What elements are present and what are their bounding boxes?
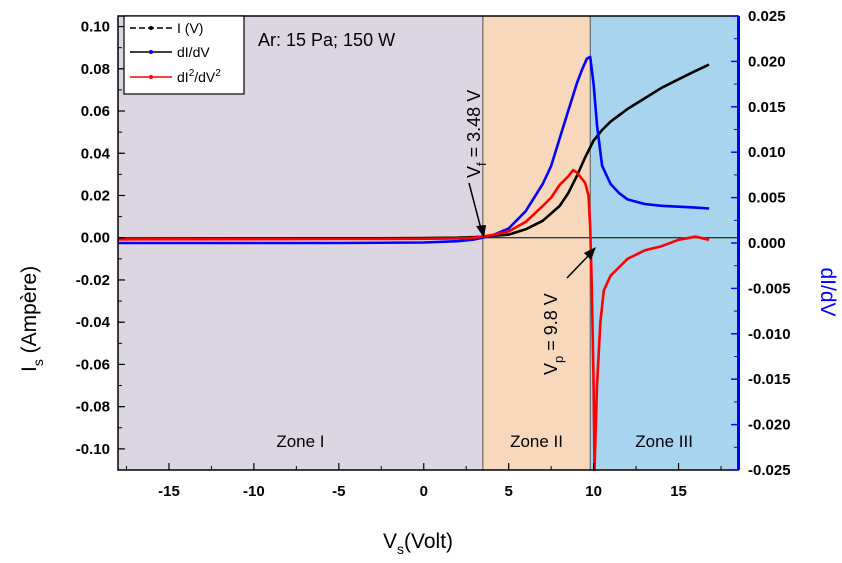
svg-text:Vp = 9.8 V: Vp = 9.8 V bbox=[541, 293, 566, 375]
y2-tick-label: 0.020 bbox=[748, 53, 786, 70]
legend-entry: I (V) bbox=[130, 20, 203, 36]
vp-arrow bbox=[566, 247, 596, 279]
series-line bbox=[117, 168, 710, 472]
x-tick-label: -15 bbox=[158, 483, 180, 500]
legend-entry: dI/dV bbox=[130, 44, 210, 60]
zone-label: Zone II bbox=[510, 432, 563, 451]
legend: I (V) dI/dV dI2/dV2 bbox=[123, 15, 245, 95]
legend-label-d2idv2: dI2/dV2 bbox=[177, 68, 221, 85]
vf-annotation: Vf = 3.48 V bbox=[464, 90, 489, 178]
legend-marker-i bbox=[149, 26, 153, 30]
y2-tick-label: 0.000 bbox=[748, 235, 786, 252]
zone-label: Zone III bbox=[635, 432, 693, 451]
series-line bbox=[118, 55, 710, 245]
legend-marker-d2idv2 bbox=[149, 75, 153, 79]
svg-text:dI/dV: dI/dV bbox=[816, 267, 839, 316]
y-ticks: 0.10 0.08 0.06 0.04 0.02 0.00 -0.02 -0.04 -0.06 -… bbox=[76, 19, 125, 471]
y2-tick-label: -0.015 bbox=[748, 371, 791, 388]
title-annotation: Ar: 15 Pa; 150 W bbox=[258, 30, 395, 50]
y2-tick-label: 0.005 bbox=[748, 190, 786, 207]
y-tick-label: -0.08 bbox=[76, 399, 110, 416]
svg-text:Vf = 3.48 V: Vf = 3.48 V bbox=[464, 90, 489, 178]
y-tick-label: 0.08 bbox=[81, 61, 110, 78]
x-ticks: -15 -10 -5 0 5 10 15 bbox=[125, 463, 722, 500]
legend-entry: dI2/dV2 bbox=[130, 68, 221, 85]
zone-band bbox=[590, 16, 738, 470]
legend-box bbox=[123, 15, 245, 95]
zone-label: Zone I bbox=[276, 432, 324, 451]
y2-ticks: 0.025 0.020 0.015 0.010 0.005 0.000 -0.005 -0.0… bbox=[731, 8, 791, 479]
zone-labels: Zone I Zone II Zone III bbox=[276, 432, 693, 451]
y2-tick-label: -0.010 bbox=[748, 326, 791, 343]
y-tick-label: -0.04 bbox=[76, 314, 111, 331]
series bbox=[117, 55, 710, 472]
y2-tick-label: -0.025 bbox=[748, 462, 791, 479]
vp-annotation: Vp = 9.8 V bbox=[541, 293, 566, 375]
y-tick-label: 0.06 bbox=[81, 103, 110, 120]
vf-arrow bbox=[468, 182, 486, 238]
zone-band bbox=[482, 16, 591, 470]
y2-tick-label: -0.005 bbox=[748, 280, 791, 297]
legend-label-didv: dI/dV bbox=[177, 44, 210, 60]
y-tick-label: 0.04 bbox=[81, 145, 111, 162]
x-axis-title: Vs(Volt) bbox=[383, 530, 453, 557]
y-tick-label: -0.10 bbox=[76, 441, 110, 458]
y2-axis-title: dI/dV bbox=[816, 267, 839, 316]
x-tick-label: -10 bbox=[243, 483, 265, 500]
y2-tick-label: 0.025 bbox=[748, 8, 786, 25]
x-tick-label: 5 bbox=[505, 483, 513, 500]
y-tick-label: -0.02 bbox=[76, 272, 110, 289]
y-tick-label: 0.10 bbox=[81, 19, 110, 36]
legend-marker-didv bbox=[149, 50, 153, 54]
y2-tick-label: 0.010 bbox=[748, 144, 786, 161]
y-tick-label: 0.00 bbox=[81, 230, 110, 247]
x-tick-label: -5 bbox=[332, 483, 345, 500]
svg-text:Is (Ampère): Is (Ampère) bbox=[18, 266, 46, 372]
legend-label-i: I (V) bbox=[177, 20, 203, 36]
y2-tick-label: 0.015 bbox=[748, 99, 786, 116]
x-tick-label: 15 bbox=[670, 483, 687, 500]
y-axis-title: Is (Ampère) bbox=[18, 266, 46, 372]
x-tick-label: 0 bbox=[420, 483, 428, 500]
y-tick-label: -0.06 bbox=[76, 356, 110, 373]
y2-tick-label: -0.020 bbox=[748, 417, 791, 434]
x-tick-label: 10 bbox=[585, 483, 602, 500]
y-tick-label: 0.02 bbox=[81, 187, 110, 204]
right-axis-line bbox=[737, 16, 740, 470]
